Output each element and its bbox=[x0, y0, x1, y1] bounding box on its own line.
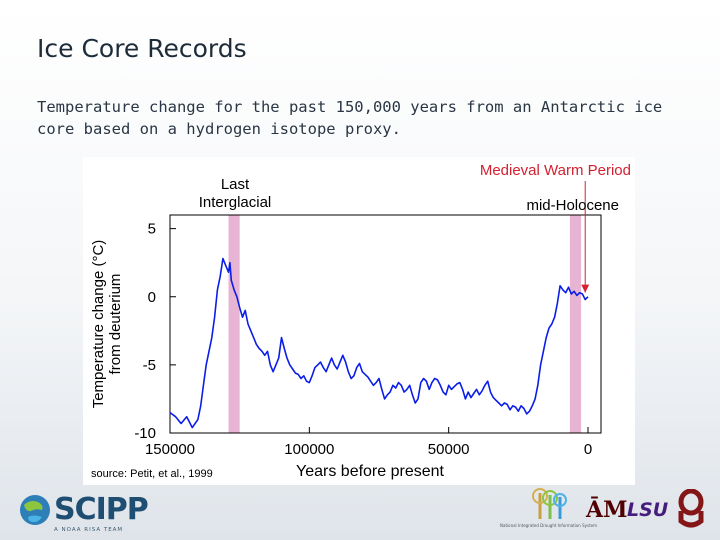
globe-icon bbox=[20, 495, 50, 525]
y-tick-label: -5 bbox=[143, 357, 156, 374]
texas-am-logo: ĀM bbox=[586, 497, 628, 523]
x-tick-label: 0 bbox=[584, 441, 592, 458]
annotation-mid-holocene: mid-Holocene bbox=[526, 197, 619, 214]
source-note: source: Petit, et al., 1999 bbox=[91, 468, 213, 480]
nidis-trees-icon bbox=[532, 488, 567, 519]
y-tick-label: 0 bbox=[148, 289, 156, 306]
partner-logos: National Integrated Drought Information … bbox=[500, 487, 710, 535]
scipp-wordmark: SCIPP bbox=[54, 492, 149, 527]
y-axis-label-line2: from deuterium bbox=[107, 274, 124, 375]
highlight-band-0 bbox=[228, 215, 240, 433]
y-tick-label: 5 bbox=[148, 221, 156, 238]
lsu-logo: LSU bbox=[627, 499, 669, 521]
highlight-band-1 bbox=[569, 215, 582, 433]
slide-description: Temperature change for the past 150,000 … bbox=[37, 98, 663, 138]
annotation-medieval-warm-period: Medieval Warm Period bbox=[480, 162, 631, 179]
annotation-last-interglacial-line2: Interglacial bbox=[199, 194, 272, 211]
scipp-logo: SCIPP A NOAA RISA TEAM bbox=[18, 491, 149, 535]
nidis-label: National Integrated Drought Information … bbox=[500, 523, 598, 528]
ice-core-chart: 5 0 -5 -10 150000 100000 50000 0 Last Intergla… bbox=[83, 157, 635, 485]
page-title: Ice Core Records bbox=[37, 34, 247, 63]
annotation-last-interglacial-line1: Last bbox=[221, 176, 250, 193]
y-tick-label: -10 bbox=[134, 425, 156, 442]
x-axis-label: Years before present bbox=[296, 463, 445, 480]
x-tick-label: 50000 bbox=[428, 441, 470, 458]
ou-logo-icon bbox=[678, 489, 704, 528]
temperature-series-line bbox=[169, 257, 589, 429]
x-tick-label: 150000 bbox=[145, 441, 195, 458]
footer: SCIPP A NOAA RISA TEAM National Integrat… bbox=[0, 485, 720, 540]
scipp-tagline: A NOAA RISA TEAM bbox=[54, 527, 124, 533]
x-tick-label: 100000 bbox=[284, 441, 334, 458]
y-axis-label-line1: Temperature change (°C) bbox=[90, 240, 107, 409]
plot-frame bbox=[169, 214, 602, 434]
medieval-warm-period-arrowhead bbox=[581, 284, 590, 293]
